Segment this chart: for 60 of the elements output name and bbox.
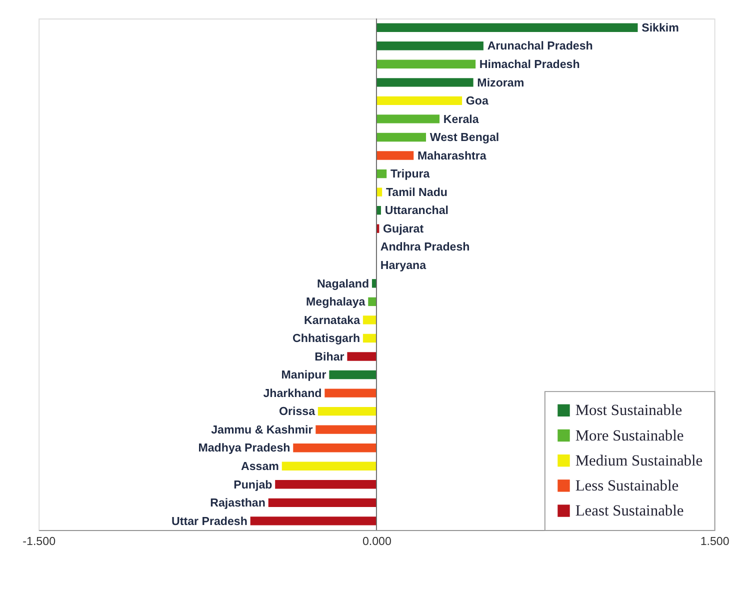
y-tick-label: Uttaranchal bbox=[384, 205, 449, 218]
y-tick-label: Uttar Pradesh bbox=[172, 516, 248, 528]
y-tick-label: Punjab bbox=[234, 479, 272, 492]
x-tick-label: 1.500 bbox=[700, 536, 730, 548]
y-tick-label: Andhra Pradesh bbox=[380, 242, 470, 254]
legend-label: Less Sustainable bbox=[575, 478, 679, 495]
y-tick-label: Arunachal Pradesh bbox=[487, 40, 593, 53]
y-tick-label: Bihar bbox=[314, 351, 345, 364]
y-tick-label: Goa bbox=[466, 96, 489, 108]
bar bbox=[376, 188, 382, 196]
bar bbox=[372, 279, 376, 288]
y-tick-label: Rajasthan bbox=[210, 498, 266, 510]
legend-label: Least Sustainable bbox=[575, 502, 684, 520]
bar bbox=[293, 444, 376, 452]
bar bbox=[376, 23, 638, 32]
y-tick-label: Jharkhand bbox=[263, 388, 322, 400]
y-tick-label: Tripura bbox=[390, 168, 430, 181]
legend-label: Most Sustainable bbox=[575, 402, 682, 420]
y-tick-label: Nagaland bbox=[316, 278, 370, 290]
bar bbox=[376, 151, 414, 160]
bar bbox=[324, 388, 376, 398]
bar bbox=[275, 480, 376, 489]
y-tick-label: Madhya Pradesh bbox=[198, 442, 290, 455]
y-tick-label: Orissa bbox=[278, 406, 316, 418]
y-tick-label: Haryana bbox=[380, 260, 427, 272]
y-tick-label: Jammu & Kashmir bbox=[211, 424, 314, 436]
bar bbox=[316, 425, 376, 434]
x-tick-label: 0.000 bbox=[362, 536, 392, 548]
bar bbox=[282, 462, 376, 470]
bar bbox=[376, 42, 484, 50]
bar bbox=[376, 132, 426, 142]
y-tick-label: Himachal Pradesh bbox=[479, 59, 580, 72]
bar bbox=[376, 114, 440, 124]
y-tick-label: Maharashtra bbox=[417, 150, 487, 162]
legend-label: Medium Sustainable bbox=[575, 452, 703, 470]
y-tick-label: Manipur bbox=[281, 370, 327, 382]
y-tick-label: Tamil Nadu bbox=[386, 186, 448, 199]
bar bbox=[376, 169, 387, 178]
bar bbox=[250, 516, 376, 526]
bar bbox=[347, 352, 376, 361]
bar bbox=[362, 334, 376, 343]
y-tick-label: Karnataka bbox=[304, 314, 361, 327]
y-tick-label: Sikkim bbox=[642, 22, 679, 34]
bar bbox=[376, 78, 474, 87]
bar bbox=[362, 316, 376, 324]
bar bbox=[329, 370, 376, 380]
bar bbox=[268, 498, 376, 508]
bar bbox=[368, 297, 376, 306]
y-tick-label: Assam bbox=[240, 460, 279, 473]
x-tick-label: -1.500 bbox=[22, 536, 56, 548]
y-tick-label: West Bengal bbox=[430, 132, 500, 144]
y-tick-label: Chhatisgarh bbox=[292, 333, 360, 346]
y-tick-label: Meghalaya bbox=[306, 296, 366, 309]
bar bbox=[376, 96, 462, 106]
bar bbox=[318, 406, 376, 416]
bar bbox=[376, 60, 476, 68]
y-tick-label: Mizoram bbox=[477, 77, 524, 90]
y-tick-label: Kerala bbox=[443, 114, 480, 126]
legend-label: More Sustainable bbox=[575, 427, 684, 444]
y-tick-label: Gujarat bbox=[383, 223, 424, 236]
